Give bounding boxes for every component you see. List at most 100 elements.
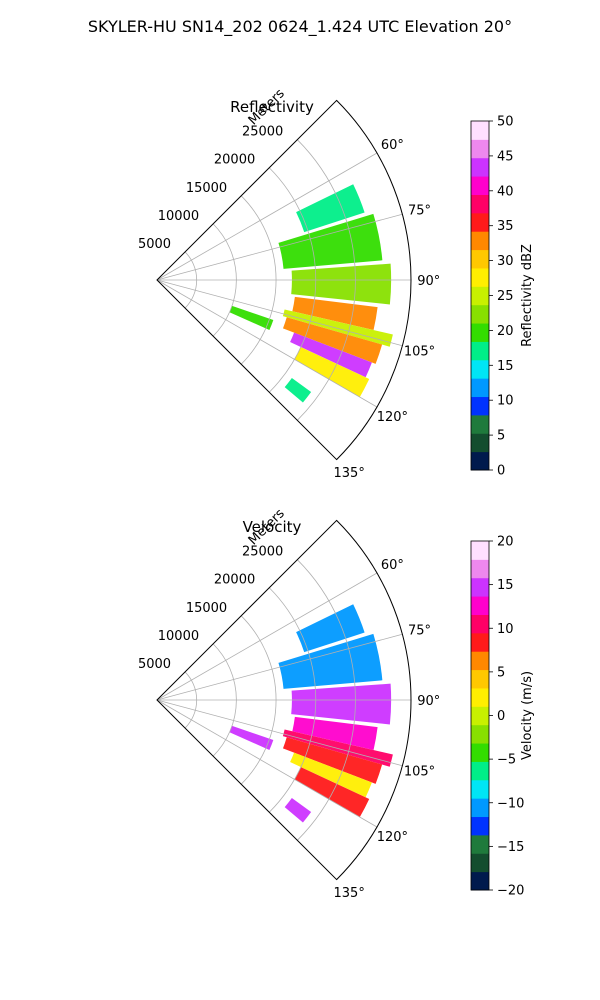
colorbar-tick-label: 50: [497, 115, 514, 130]
radial-tick-label: 15000: [186, 181, 227, 196]
colorbar-segment-7: [471, 743, 489, 762]
colorbar-segment-8: [471, 724, 489, 744]
echo-region-0: [296, 184, 365, 233]
colorbar-segment-3: [471, 816, 489, 836]
radial-tick-label: 10000: [158, 209, 199, 224]
grid-lines: [156, 139, 411, 421]
colorbar-tick-label: 30: [497, 254, 514, 269]
panel-reflectivity: Reflectivity500010000150002000025000Mete…: [138, 86, 535, 481]
echo-layer: [229, 184, 393, 403]
azimuth-tick-label: 105°: [404, 344, 435, 359]
azimuth-tick-label: 60°: [381, 558, 404, 573]
colorbar-segment-14: [471, 614, 489, 634]
colorbar-segment-11: [471, 669, 489, 689]
colorbar-segment-11: [471, 249, 489, 269]
echo-region-0: [296, 604, 365, 653]
colorbar-tick-label: −15: [497, 840, 524, 855]
echo-region-2: [291, 683, 392, 725]
echo-layer: [229, 604, 393, 823]
colorbar-segment-6: [471, 761, 489, 781]
azimuth-tick-label: 135°: [334, 886, 365, 901]
colorbar-segment-12: [471, 231, 489, 251]
colorbar-segment-16: [471, 577, 489, 597]
colorbar-segment-12: [471, 651, 489, 671]
azimuth-tick-label: 120°: [377, 410, 408, 425]
colorbar: −20 −15 −10 −5 0 5 10 15 20 Velocity (m/s): [470, 535, 535, 899]
azimuth-line-120: [156, 279, 378, 408]
colorbar-tick-label: 15: [497, 359, 514, 374]
radial-tick-label: 20000: [214, 153, 255, 168]
colorbar-segment-6: [471, 341, 489, 361]
colorbar-tick-label: −10: [497, 796, 524, 811]
colorbar-tick-label: 45: [497, 149, 514, 164]
sector-frame: [156, 519, 412, 881]
grid-lines: [156, 559, 411, 841]
colorbar-segment-15: [471, 176, 489, 195]
colorbar-segment-4: [471, 798, 489, 818]
azimuth-line-105: [156, 699, 403, 767]
sector-frame: [156, 99, 412, 461]
echo-region-6: [290, 332, 372, 378]
colorbar-segment-18: [471, 121, 489, 140]
azimuth-tick-label: 90°: [417, 694, 440, 709]
colorbar-label: Reflectivity dBZ: [520, 244, 535, 347]
colorbar-segment-5: [471, 359, 489, 379]
echo-region-6: [290, 752, 372, 798]
azimuth-line-60: [156, 572, 378, 701]
figure-suptitle: SKYLER-HU SN14_202 0624_1.424 UTC Elevat…: [88, 17, 512, 37]
colorbar-segment-7: [471, 323, 489, 342]
colorbar-tick-label: 5: [497, 665, 505, 680]
colorbar-segment-17: [471, 559, 489, 579]
colorbar-segment-10: [471, 687, 489, 707]
echo-region-9: [284, 797, 312, 823]
colorbar-segment-10: [471, 267, 489, 287]
panel-title: Reflectivity: [230, 98, 314, 116]
radial-tick-label: 25000: [242, 545, 283, 560]
azimuth-line-75: [156, 213, 403, 281]
colorbar-tick-label: 25: [497, 289, 514, 304]
echo-region-2: [291, 263, 392, 305]
colorbar-tick-label: −5: [497, 753, 516, 768]
echo-region-9: [284, 377, 312, 403]
colorbar-tick-label: 5: [497, 429, 505, 444]
colorbar-segment-13: [471, 632, 489, 652]
colorbar: 0 5 10 15 20 25 30 35 40 45 50 Reflectivity dBZ: [470, 115, 535, 479]
echo-region-7: [294, 347, 370, 398]
colorbar-tick-label: 10: [497, 394, 514, 409]
echo-region-1: [278, 633, 383, 689]
colorbar-segment-0: [471, 871, 489, 891]
colorbar-tick-label: 0: [497, 709, 505, 724]
radial-tick-label: 15000: [186, 601, 227, 616]
azimuth-tick-label: 135°: [334, 466, 365, 481]
colorbar-segment-9: [471, 286, 489, 306]
colorbar-segment-0: [471, 451, 489, 471]
echo-region-7: [294, 767, 370, 818]
panel-velocity: Velocity500010000150002000025000Meters60…: [138, 506, 535, 901]
azimuth-tick-label: 90°: [417, 274, 440, 289]
panel-title: Velocity: [243, 518, 302, 536]
colorbar-segment-5: [471, 779, 489, 799]
radial-tick-label: 10000: [158, 629, 199, 644]
azimuth-line-60: [156, 152, 378, 281]
colorbar-segment-14: [471, 194, 489, 214]
radial-tick-label: 5000: [138, 657, 171, 672]
colorbar-tick-label: 40: [497, 184, 514, 199]
colorbar-segment-13: [471, 212, 489, 232]
echo-region-8: [229, 725, 274, 751]
colorbar-tick-label: 35: [497, 219, 514, 234]
colorbar-segment-1: [471, 853, 489, 873]
colorbar-segment-15: [471, 596, 489, 615]
colorbar-segment-16: [471, 157, 489, 177]
azimuth-tick-label: 120°: [377, 830, 408, 845]
colorbar-segment-8: [471, 304, 489, 324]
radial-tick-label: 20000: [214, 573, 255, 588]
azimuth-tick-label: 105°: [404, 764, 435, 779]
colorbar-tick-label: 10: [497, 622, 514, 637]
colorbar-segment-3: [471, 396, 489, 416]
colorbar-tick-label: 0: [497, 464, 505, 479]
echo-region-1: [278, 213, 383, 269]
azimuth-line-120: [156, 699, 378, 828]
radial-tick-label: 25000: [242, 125, 283, 140]
azimuth-line-75: [156, 633, 403, 701]
